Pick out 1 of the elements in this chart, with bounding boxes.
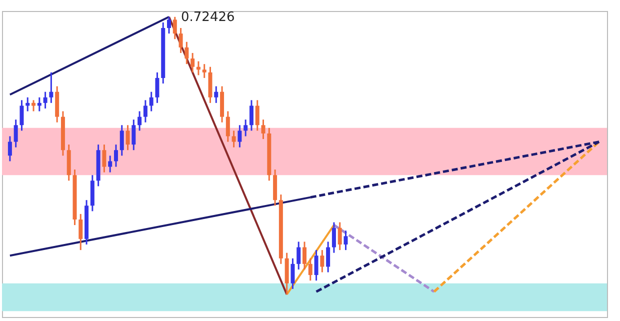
annotation: 0.72426 (181, 10, 235, 25)
